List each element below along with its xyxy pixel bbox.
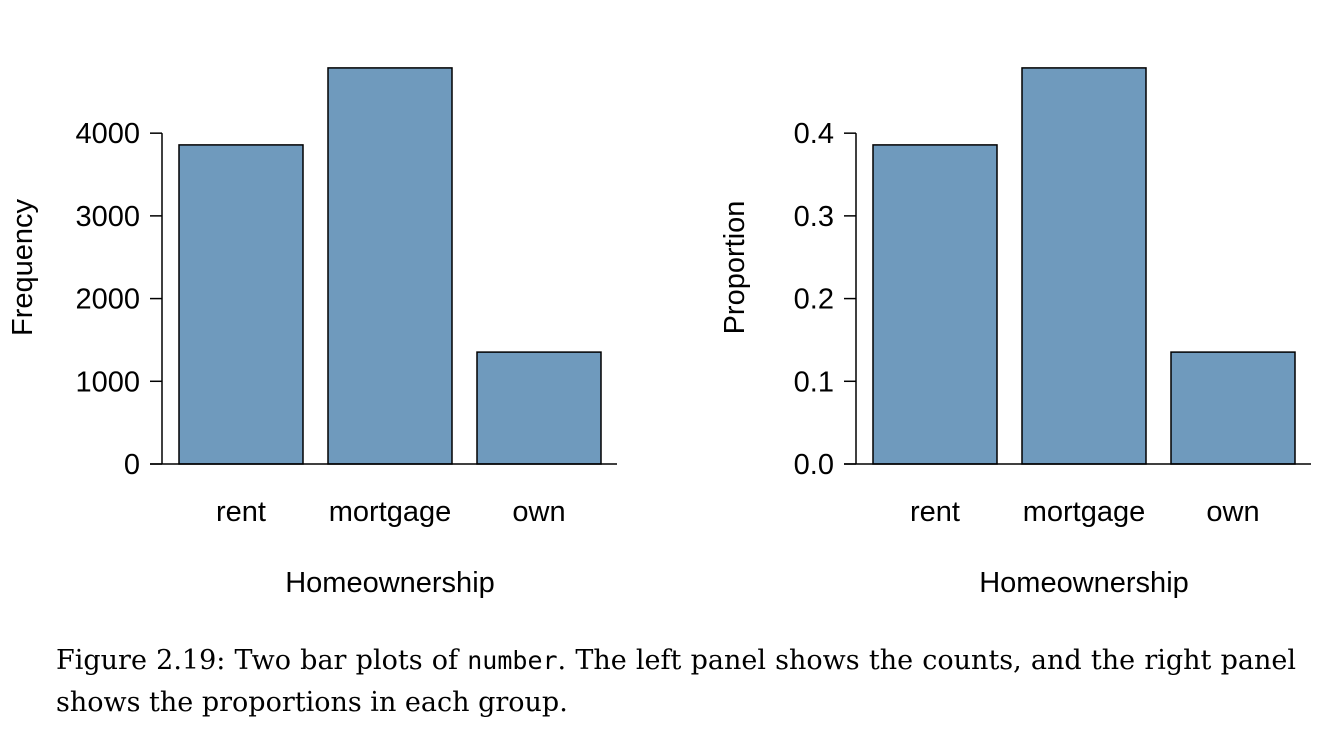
x-category-label: own (1206, 496, 1259, 528)
y-tick-label: 2000 (75, 284, 140, 316)
bar-own (1170, 351, 1296, 465)
y-axis-title: Frequency (7, 198, 39, 336)
left-bar-chart: 0 1000 2000 3000 4000 rent mortgage own Homeowne… (7, 67, 617, 599)
figure-caption: Figure 2.19: Two bar plots of number. Th… (56, 640, 1296, 724)
y-axis-title: Proportion (719, 201, 751, 335)
x-category-label: rent (216, 496, 266, 528)
bar-rent (872, 144, 998, 465)
bar-mortgage (1021, 67, 1147, 465)
y-tick-label: 4000 (75, 118, 140, 150)
y-tick-label: 0 (124, 449, 140, 481)
bar-mortgage (327, 67, 453, 465)
x-category-label: mortgage (329, 496, 452, 528)
bar-rent (178, 144, 304, 465)
caption-suffix: . The left panel shows the counts, and t… (56, 645, 1296, 718)
x-category-label: rent (910, 496, 960, 528)
caption-prefix: Figure 2.19: Two bar plots of (56, 645, 468, 676)
y-tick-label: 0.3 (794, 201, 834, 233)
y-tick-label: 0.1 (794, 366, 834, 398)
right-bar-chart: 0.0 0.1 0.2 0.3 0.4 rent mortgage own Homeowners… (719, 67, 1311, 599)
x-axis-title: Homeownership (285, 567, 495, 599)
x-axis-title: Homeownership (979, 567, 1189, 599)
bar-own (476, 351, 602, 465)
y-tick-label: 0.4 (794, 118, 834, 150)
y-tick-label: 1000 (75, 366, 140, 398)
y-tick-label: 0.0 (794, 449, 834, 481)
y-tick-label: 0.2 (794, 284, 834, 316)
x-category-label: mortgage (1023, 496, 1146, 528)
y-tick-label: 3000 (75, 201, 140, 233)
x-category-label: own (512, 496, 565, 528)
caption-code: number (467, 646, 558, 675)
